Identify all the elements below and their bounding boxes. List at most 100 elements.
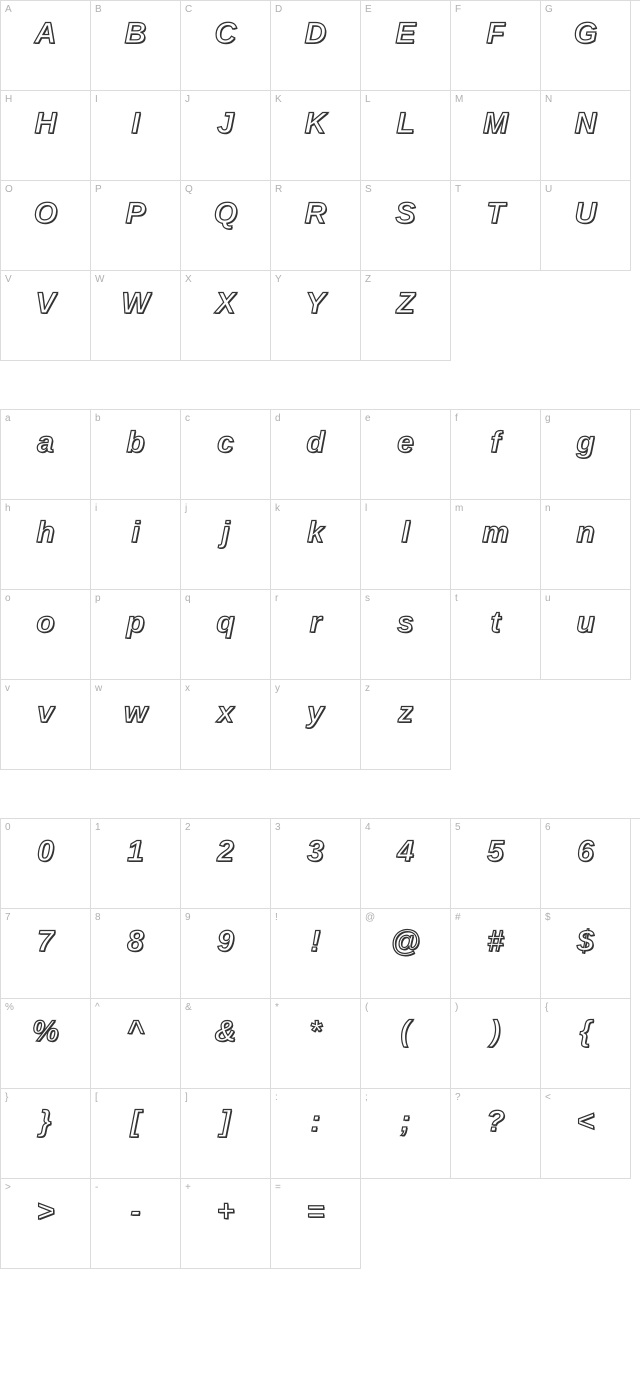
glyph-cell[interactable]: gg bbox=[541, 410, 631, 500]
glyph: x bbox=[181, 698, 270, 728]
glyph-cell[interactable]: FF bbox=[451, 1, 541, 91]
glyph-cell[interactable]: ++ bbox=[181, 1179, 271, 1269]
glyph-cell[interactable]: BB bbox=[91, 1, 181, 91]
glyph-cell[interactable]: ]] bbox=[181, 1089, 271, 1179]
glyph-cell[interactable]: yy bbox=[271, 680, 361, 770]
empty-cell bbox=[451, 271, 541, 361]
cell-label: V bbox=[5, 274, 12, 285]
glyph-cell[interactable]: >> bbox=[1, 1179, 91, 1269]
glyph-cell[interactable]: SS bbox=[361, 181, 451, 271]
glyph-cell[interactable]: ii bbox=[91, 500, 181, 590]
glyph-cell[interactable]: )) bbox=[451, 999, 541, 1089]
cell-label: S bbox=[365, 184, 372, 195]
glyph-cell[interactable]: == bbox=[271, 1179, 361, 1269]
glyph-cell[interactable]: ** bbox=[271, 999, 361, 1089]
glyph-cell[interactable]: jj bbox=[181, 500, 271, 590]
glyph-cell[interactable]: %% bbox=[1, 999, 91, 1089]
glyph-cell[interactable]: ?? bbox=[451, 1089, 541, 1179]
glyph: h bbox=[1, 518, 90, 548]
glyph-cell[interactable]: << bbox=[541, 1089, 631, 1179]
glyph-cell[interactable]: zz bbox=[361, 680, 451, 770]
glyph-cell[interactable]: MM bbox=[451, 91, 541, 181]
glyph-cell[interactable]: DD bbox=[271, 1, 361, 91]
glyph-cell[interactable]: }} bbox=[1, 1089, 91, 1179]
glyph-cell[interactable]: II bbox=[91, 91, 181, 181]
glyph-cell[interactable]: kk bbox=[271, 500, 361, 590]
glyph-cell[interactable]: EE bbox=[361, 1, 451, 91]
glyph-cell[interactable]: JJ bbox=[181, 91, 271, 181]
glyph-cell[interactable]: ZZ bbox=[361, 271, 451, 361]
glyph-cell[interactable]: vv bbox=[1, 680, 91, 770]
glyph-cell[interactable]: [[ bbox=[91, 1089, 181, 1179]
glyph-cell[interactable]: -- bbox=[91, 1179, 181, 1269]
glyph-cell[interactable]: aa bbox=[1, 410, 91, 500]
glyph-cell[interactable]: 11 bbox=[91, 819, 181, 909]
glyph-cell[interactable]: :: bbox=[271, 1089, 361, 1179]
glyph-cell[interactable]: AA bbox=[1, 1, 91, 91]
glyph-cell[interactable]: XX bbox=[181, 271, 271, 361]
cell-label: a bbox=[5, 413, 11, 424]
glyph-cell[interactable]: ww bbox=[91, 680, 181, 770]
glyph-cell[interactable]: ## bbox=[451, 909, 541, 999]
glyph-cell[interactable]: (( bbox=[361, 999, 451, 1089]
glyph-cell[interactable]: 88 bbox=[91, 909, 181, 999]
glyph-cell[interactable]: mm bbox=[451, 500, 541, 590]
glyph-cell[interactable]: NN bbox=[541, 91, 631, 181]
glyph-cell[interactable]: uu bbox=[541, 590, 631, 680]
glyph-cell[interactable]: ff bbox=[451, 410, 541, 500]
glyph-cell[interactable]: PP bbox=[91, 181, 181, 271]
glyph-cell[interactable]: cc bbox=[181, 410, 271, 500]
glyph: % bbox=[1, 1017, 90, 1047]
cell-label: d bbox=[275, 413, 281, 424]
glyph-cell[interactable]: RR bbox=[271, 181, 361, 271]
glyph-cell[interactable]: 33 bbox=[271, 819, 361, 909]
glyph-cell[interactable]: ;; bbox=[361, 1089, 451, 1179]
glyph-cell[interactable]: ee bbox=[361, 410, 451, 500]
glyph-cell[interactable]: HH bbox=[1, 91, 91, 181]
cell-label: - bbox=[95, 1182, 98, 1193]
glyph-cell[interactable]: YY bbox=[271, 271, 361, 361]
glyph-cell[interactable]: ll bbox=[361, 500, 451, 590]
glyph-cell[interactable]: !! bbox=[271, 909, 361, 999]
glyph-cell[interactable]: VV bbox=[1, 271, 91, 361]
cell-label: N bbox=[545, 94, 552, 105]
glyph-cell[interactable]: nn bbox=[541, 500, 631, 590]
glyph-cell[interactable]: qq bbox=[181, 590, 271, 680]
glyph-cell[interactable]: 99 bbox=[181, 909, 271, 999]
glyph-cell[interactable]: tt bbox=[451, 590, 541, 680]
glyph-cell[interactable]: KK bbox=[271, 91, 361, 181]
glyph-cell[interactable]: TT bbox=[451, 181, 541, 271]
glyph-cell[interactable]: UU bbox=[541, 181, 631, 271]
glyph-cell[interactable]: LL bbox=[361, 91, 451, 181]
glyph-cell[interactable]: rr bbox=[271, 590, 361, 680]
glyph-cell[interactable]: 55 bbox=[451, 819, 541, 909]
empty-cell bbox=[541, 680, 631, 770]
glyph-cell[interactable]: 77 bbox=[1, 909, 91, 999]
glyph-cell[interactable]: QQ bbox=[181, 181, 271, 271]
glyph-cell[interactable]: WW bbox=[91, 271, 181, 361]
glyph: k bbox=[271, 518, 360, 548]
cell-label: 6 bbox=[545, 822, 551, 833]
glyph-cell[interactable]: {{ bbox=[541, 999, 631, 1089]
cell-label: m bbox=[455, 503, 463, 514]
glyph-cell[interactable]: 44 bbox=[361, 819, 451, 909]
glyph-cell[interactable]: && bbox=[181, 999, 271, 1089]
glyph-cell[interactable]: 22 bbox=[181, 819, 271, 909]
glyph-cell[interactable]: oo bbox=[1, 590, 91, 680]
glyph-cell[interactable]: OO bbox=[1, 181, 91, 271]
glyph: @ bbox=[361, 927, 450, 957]
glyph-cell[interactable]: @@ bbox=[361, 909, 451, 999]
glyph-cell[interactable]: bb bbox=[91, 410, 181, 500]
cell-label: 4 bbox=[365, 822, 371, 833]
glyph-cell[interactable]: ss bbox=[361, 590, 451, 680]
glyph-cell[interactable]: 66 bbox=[541, 819, 631, 909]
glyph-cell[interactable]: $$ bbox=[541, 909, 631, 999]
glyph-cell[interactable]: GG bbox=[541, 1, 631, 91]
glyph-cell[interactable]: CC bbox=[181, 1, 271, 91]
glyph-cell[interactable]: dd bbox=[271, 410, 361, 500]
glyph-cell[interactable]: hh bbox=[1, 500, 91, 590]
glyph-cell[interactable]: pp bbox=[91, 590, 181, 680]
glyph-cell[interactable]: ^^ bbox=[91, 999, 181, 1089]
glyph-cell[interactable]: 00 bbox=[1, 819, 91, 909]
glyph-cell[interactable]: xx bbox=[181, 680, 271, 770]
